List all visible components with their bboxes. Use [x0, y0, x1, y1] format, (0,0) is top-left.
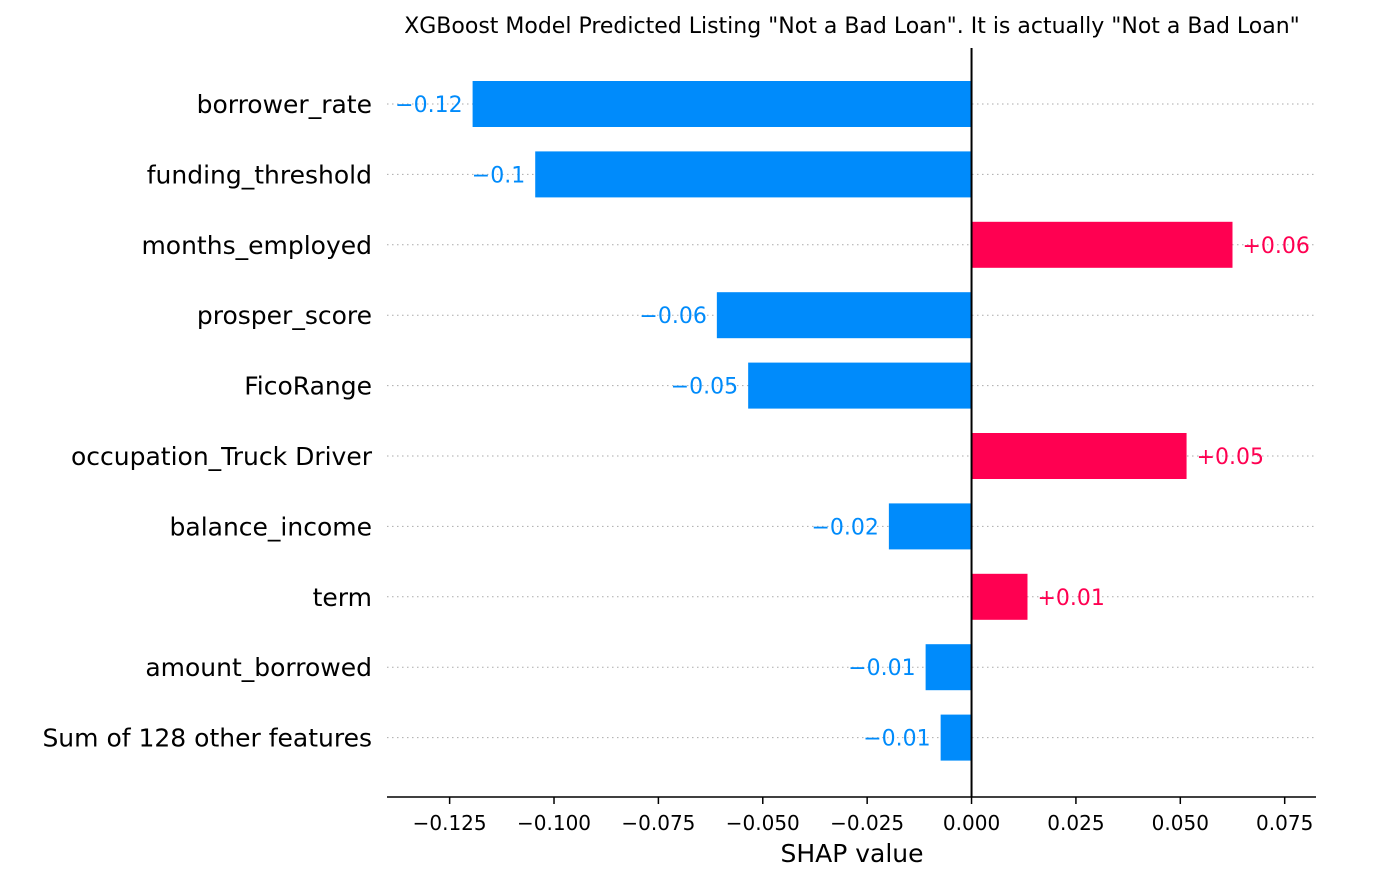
value-label: +0.05	[1197, 445, 1264, 470]
bar	[971, 221, 1233, 268]
x-tick-label: −0.075	[621, 811, 695, 835]
x-tick-label: 0.050	[1152, 811, 1209, 835]
feature-label: Sum of 128 other features	[42, 724, 372, 753]
value-label: −0.01	[863, 727, 930, 752]
value-label: −0.06	[639, 304, 706, 329]
chart-title: XGBoost Model Predicted Listing "Not a B…	[404, 14, 1300, 39]
feature-label: borrower_rate	[197, 90, 372, 119]
bar	[716, 292, 972, 339]
x-tick-label: 0.075	[1256, 811, 1313, 835]
value-labels: −0.12 −0.1 +0.06 −0.06 −0.05 +0.05 −0.02 +0.01 −…	[395, 93, 1310, 752]
feature-label: balance_income	[170, 512, 373, 541]
feature-label: prosper_score	[197, 301, 372, 330]
x-axis-ticks: −0.125 −0.100 −0.075 −0.050 −0.025 0.000 0.025…	[413, 797, 1313, 835]
feature-label: term	[313, 583, 372, 612]
feature-label: occupation_Truck Driver	[71, 442, 373, 471]
x-tick-label: −0.125	[413, 811, 487, 835]
x-tick-label: −0.025	[830, 811, 904, 835]
feature-label: FicoRange	[244, 372, 372, 401]
x-tick-label: 0.025	[1047, 811, 1104, 835]
feature-label: funding_threshold	[147, 160, 372, 189]
feature-label: months_employed	[141, 231, 372, 260]
value-label: −0.12	[395, 93, 462, 118]
value-label: −0.01	[848, 656, 915, 681]
feature-label: amount_borrowed	[145, 653, 372, 682]
guide-lines	[387, 103, 1316, 739]
bar	[472, 81, 972, 127]
x-tick-label: −0.050	[726, 811, 800, 835]
feature-labels: borrower_rate funding_threshold months_emp…	[42, 90, 372, 753]
bar	[535, 151, 972, 198]
bars	[472, 81, 1233, 761]
bar	[940, 714, 972, 761]
value-label: +0.01	[1037, 586, 1104, 611]
value-label: −0.05	[671, 375, 738, 400]
bar	[971, 573, 1028, 620]
x-tick-label: 0.000	[943, 811, 1000, 835]
bar	[925, 644, 972, 691]
x-tick-label: −0.100	[517, 811, 591, 835]
bar	[971, 433, 1187, 479]
bar	[748, 362, 972, 409]
x-axis-label: SHAP value	[780, 839, 923, 868]
value-label: −0.1	[472, 163, 525, 188]
value-label: −0.02	[811, 515, 878, 540]
bar	[888, 503, 972, 550]
value-label: +0.06	[1242, 234, 1309, 259]
